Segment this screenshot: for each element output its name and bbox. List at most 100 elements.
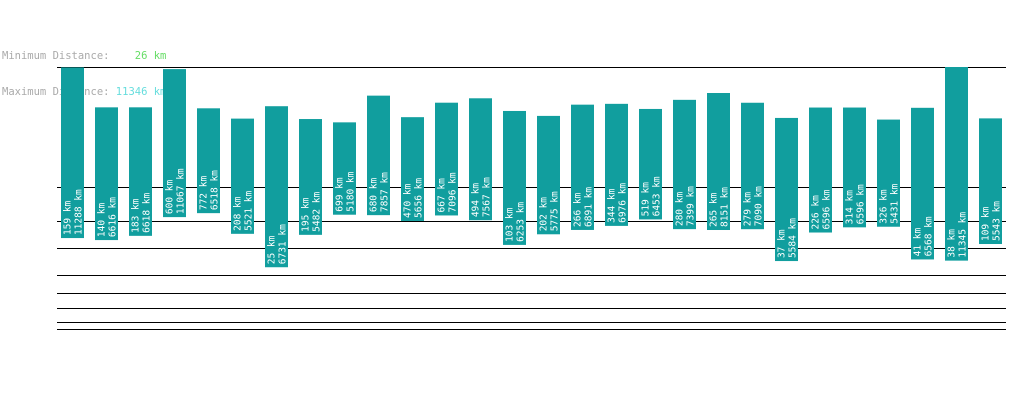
range-bar bbox=[469, 98, 492, 221]
range-bar bbox=[877, 119, 900, 227]
bar-min-label: 494 km bbox=[471, 183, 482, 218]
bar-min-label: 667 km bbox=[437, 178, 448, 213]
bar-group: 772 km 6518 km bbox=[197, 108, 221, 214]
bar-max-label: 5482 km bbox=[312, 192, 323, 232]
bar-max-label: 6596 km bbox=[856, 184, 867, 224]
bar-max-label: 11067 km bbox=[176, 168, 187, 214]
bar-group: 202 km 5775 km bbox=[537, 115, 561, 235]
range-bar bbox=[503, 110, 526, 245]
range-bar bbox=[775, 117, 798, 262]
bar-max-label: 6253 km bbox=[516, 202, 527, 242]
bar-max-label: 6518 km bbox=[210, 170, 221, 210]
bar-group: 226 km 6596 km bbox=[809, 107, 833, 233]
bar-group: 38 km 11345 km bbox=[945, 67, 969, 261]
range-bar bbox=[231, 118, 254, 234]
bar-min-label: 109 km bbox=[981, 206, 992, 241]
bar-max-label: 7399 km bbox=[686, 186, 697, 226]
range-bar bbox=[741, 102, 764, 230]
range-bar bbox=[401, 117, 424, 221]
range-bar bbox=[265, 106, 288, 268]
range-bar bbox=[333, 122, 356, 215]
range-bar bbox=[299, 119, 322, 235]
bar-group: 600 km 11067 km bbox=[163, 69, 187, 218]
range-bar bbox=[129, 107, 152, 236]
bar-max-label: 5431 km bbox=[890, 183, 901, 223]
bar-group: 140 km 6616 km bbox=[95, 107, 119, 241]
bar-min-label: 314 km bbox=[845, 190, 856, 225]
bar-max-label: 6731 km bbox=[278, 224, 289, 264]
bar-max-label: 7857 km bbox=[380, 172, 391, 212]
bar-group: 494 km 7567 km bbox=[469, 98, 493, 221]
bar-max-label: 6616 km bbox=[108, 197, 119, 237]
bar-min-label: 470 km bbox=[403, 183, 414, 218]
range-bar bbox=[95, 107, 118, 241]
bar-max-label: 7090 km bbox=[754, 186, 765, 226]
bar-max-label: 5656 km bbox=[414, 178, 425, 218]
range-bar bbox=[911, 107, 934, 260]
bar-group: 103 km 6253 km bbox=[503, 110, 527, 245]
bar-max-label: 8151 km bbox=[720, 187, 731, 227]
bar-min-label: 37 km bbox=[777, 229, 788, 258]
bar-min-label: 326 km bbox=[879, 189, 890, 224]
range-bar bbox=[435, 102, 458, 216]
bar-max-label: 11288 km bbox=[74, 189, 85, 235]
range-bar bbox=[945, 67, 968, 261]
minimum-distance-label: Minimum Distance: bbox=[2, 50, 110, 62]
range-bar bbox=[571, 104, 594, 230]
bar-min-label: 195 km bbox=[301, 197, 312, 232]
bar-group: 109 km 5543 km bbox=[979, 118, 1003, 245]
bar-min-label: 25 km bbox=[267, 235, 278, 264]
bar-group: 279 km 7090 km bbox=[741, 102, 765, 230]
bar-min-label: 680 km bbox=[369, 178, 380, 213]
bar-min-label: 344 km bbox=[607, 188, 618, 223]
bar-group: 159 km 11288 km bbox=[61, 67, 85, 239]
bar-group: 195 km 5482 km bbox=[299, 119, 323, 235]
bar-min-label: 38 km bbox=[947, 229, 958, 258]
bar-min-label: 183 km bbox=[131, 198, 142, 233]
bar-min-label: 41 km bbox=[913, 228, 924, 257]
minimum-distance-value: 26 km bbox=[134, 50, 167, 62]
bar-max-label: 6618 km bbox=[142, 193, 153, 233]
bar-max-label: 5521 km bbox=[244, 191, 255, 231]
range-bar bbox=[537, 115, 560, 235]
bar-group: 667 km 7096 km bbox=[435, 102, 459, 216]
bar-max-label: 5543 km bbox=[992, 201, 1003, 241]
range-bar bbox=[639, 108, 662, 220]
bar-min-label: 202 km bbox=[539, 197, 550, 232]
range-bar bbox=[605, 103, 628, 226]
bar-min-label: 279 km bbox=[743, 192, 754, 227]
gridlines bbox=[57, 67, 1006, 330]
bar-group: 208 km 5521 km bbox=[231, 118, 255, 234]
bar-group: 266 km 6891 km bbox=[571, 104, 595, 230]
range-bar bbox=[809, 107, 832, 233]
minimum-distance-row: Minimum Distance: 26 km bbox=[2, 50, 166, 62]
bar-min-label: 140 km bbox=[97, 202, 108, 237]
bar-min-label: 266 km bbox=[573, 192, 584, 227]
bar-min-label: 519 km bbox=[641, 182, 652, 217]
range-bar bbox=[843, 107, 866, 228]
bars: 159 km 11288 km 140 km 6616 km 183 km 6618 km… bbox=[61, 67, 1003, 268]
bar-group: 41 km 6568 km bbox=[911, 107, 935, 260]
range-bar bbox=[979, 118, 1002, 245]
bar-min-label: 103 km bbox=[505, 207, 516, 242]
bar-min-label: 772 km bbox=[199, 176, 210, 211]
bar-group: 519 km 6453 km bbox=[639, 108, 663, 220]
bar-group: 265 km 8151 km bbox=[707, 93, 731, 231]
bar-max-label: 6596 km bbox=[822, 189, 833, 229]
bar-group: 37 km 5584 km bbox=[775, 117, 799, 262]
range-bar bbox=[163, 69, 186, 218]
bar-max-label: 6568 km bbox=[924, 216, 935, 256]
bar-min-label: 226 km bbox=[811, 195, 822, 230]
bar-min-label: 280 km bbox=[675, 192, 686, 227]
bar-group: 314 km 6596 km bbox=[843, 107, 867, 228]
bar-max-label: 6453 km bbox=[652, 176, 663, 216]
bar-group: 25 km 6731 km bbox=[265, 106, 289, 268]
bar-group: 280 km 7399 km bbox=[673, 99, 697, 230]
bar-max-label: 5180 km bbox=[346, 171, 357, 211]
bar-max-label: 5584 km bbox=[788, 218, 799, 258]
bar-min-label: 159 km bbox=[63, 200, 74, 235]
range-bar bbox=[61, 67, 84, 239]
bar-group: 344 km 6976 km bbox=[605, 103, 629, 226]
bar-group: 470 km 5656 km bbox=[401, 117, 425, 221]
